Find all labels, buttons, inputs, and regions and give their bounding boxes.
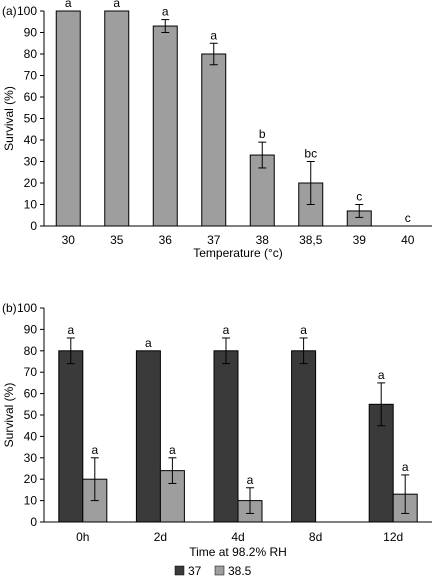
panel-a-significance-label: b xyxy=(259,127,266,141)
panel-a-bar xyxy=(201,53,227,227)
panel-b-bar-series-37 xyxy=(291,350,317,523)
panel-a-y-tick-label: 10 xyxy=(24,198,38,212)
panel-a-panel-label: (a) xyxy=(2,4,17,18)
panel-a-x-tick-label: 38,5 xyxy=(299,233,323,247)
panel-b-x-tick-label: 0h xyxy=(76,530,89,544)
panel-a-bar xyxy=(55,10,81,227)
panel-b-significance-label: a xyxy=(223,323,230,337)
panel-a-x-axis-title: Temperature (°c) xyxy=(193,246,283,260)
panel-b-y-tick-label: 40 xyxy=(24,429,38,443)
panel-b-x-tick-label: 2d xyxy=(154,530,167,544)
panel-a-significance-label: c xyxy=(405,211,411,225)
legend-label-37: 37 xyxy=(188,564,202,576)
panel-a-significance-label: a xyxy=(113,0,120,10)
panel-b-significance-label: a xyxy=(169,443,176,457)
panel-a-y-tick-label: 20 xyxy=(24,176,38,190)
panel-a-x-tick-label: 38 xyxy=(256,233,270,247)
panel-a-significance-label: c xyxy=(356,190,362,204)
panel-b-significance-label: a xyxy=(145,336,152,350)
panel-a-y-tick-label: 70 xyxy=(24,69,38,83)
panel-b-bar-series-37 xyxy=(213,350,239,523)
panel-b-x-tick-label: 8d xyxy=(309,530,322,544)
panel-b-y-tick-label: 30 xyxy=(24,451,38,465)
panel-b-significance-label: a xyxy=(378,368,385,382)
panel-b-x-tick-label: 4d xyxy=(231,530,244,544)
panel-a-y-axis-title: Survival (%) xyxy=(2,86,16,151)
panel-a-chart: 0 10 20 30 40 50 60 70 80 90 100 Survival (%) Temper… xyxy=(2,0,432,260)
legend-swatch-38.5 xyxy=(214,565,225,576)
panel-a-x-tick-label: 36 xyxy=(159,233,173,247)
panel-a-y-tick-label: 100 xyxy=(17,4,37,18)
legend-label-38.5: 38.5 xyxy=(228,564,252,576)
panel-b-y-tick-label: 70 xyxy=(24,365,38,379)
panel-b-y-tick-label: 100 xyxy=(17,301,37,315)
panel-b-significance-label: a xyxy=(91,443,98,457)
panel-a-x-tick-label: 30 xyxy=(62,233,76,247)
panel-b-panel-label: (b) xyxy=(2,301,17,315)
panel-b-y-tick-label: 0 xyxy=(30,515,37,529)
legend-swatch-37 xyxy=(174,565,185,576)
panel-a-y-tick-label: 50 xyxy=(24,112,38,126)
panel-a-bar xyxy=(152,25,178,227)
panel-b-significance-label: a xyxy=(300,323,307,337)
panel-a-x-tick-label: 35 xyxy=(110,233,124,247)
panel-b-chart: 0 10 20 30 40 50 60 70 80 90 100 Survival (%) Time a… xyxy=(2,301,432,576)
panel-b-y-tick-label: 60 xyxy=(24,387,38,401)
panel-b-x-axis-title: Time at 98.2% RH xyxy=(189,545,287,559)
panel-b-significance-label: a xyxy=(67,323,74,337)
panel-a-x-tick-label: 39 xyxy=(353,233,367,247)
panel-a-y-tick-label: 80 xyxy=(24,47,38,61)
panel-a-x-tick-label: 37 xyxy=(207,233,221,247)
panel-a-y-tick-label: 0 xyxy=(30,219,37,233)
panel-b-bar-series-37 xyxy=(135,350,161,523)
panel-a-y-tick-label: 30 xyxy=(24,155,38,169)
panel-a-significance-label: a xyxy=(210,28,217,42)
panel-a-y-tick-label: 40 xyxy=(24,133,38,147)
panel-b-significance-label: a xyxy=(402,460,409,474)
panel-b-y-tick-label: 80 xyxy=(24,344,38,358)
panel-b-y-tick-label: 10 xyxy=(24,494,38,508)
panel-b-y-tick-label: 90 xyxy=(24,322,38,336)
panel-a-bar xyxy=(104,10,130,227)
panel-a-significance-label: a xyxy=(65,0,72,10)
panel-b-y-tick-label: 20 xyxy=(24,472,38,486)
panel-b-y-axis-title: Survival (%) xyxy=(2,383,16,448)
panel-b-bar-series-37 xyxy=(58,350,84,523)
panel-a-y-tick-label: 60 xyxy=(24,90,38,104)
panel-b-x-tick-label: 12d xyxy=(383,530,403,544)
panel-b-significance-label: a xyxy=(247,473,254,487)
panel-a-x-tick-label: 40 xyxy=(401,233,415,247)
panel-a-significance-label: bc xyxy=(304,147,317,161)
panel-b-legend: 37 38.5 xyxy=(174,564,252,576)
panel-b-y-tick-label: 50 xyxy=(24,408,38,422)
panel-a-significance-label: a xyxy=(162,5,169,19)
panel-a-y-tick-label: 90 xyxy=(24,26,38,40)
